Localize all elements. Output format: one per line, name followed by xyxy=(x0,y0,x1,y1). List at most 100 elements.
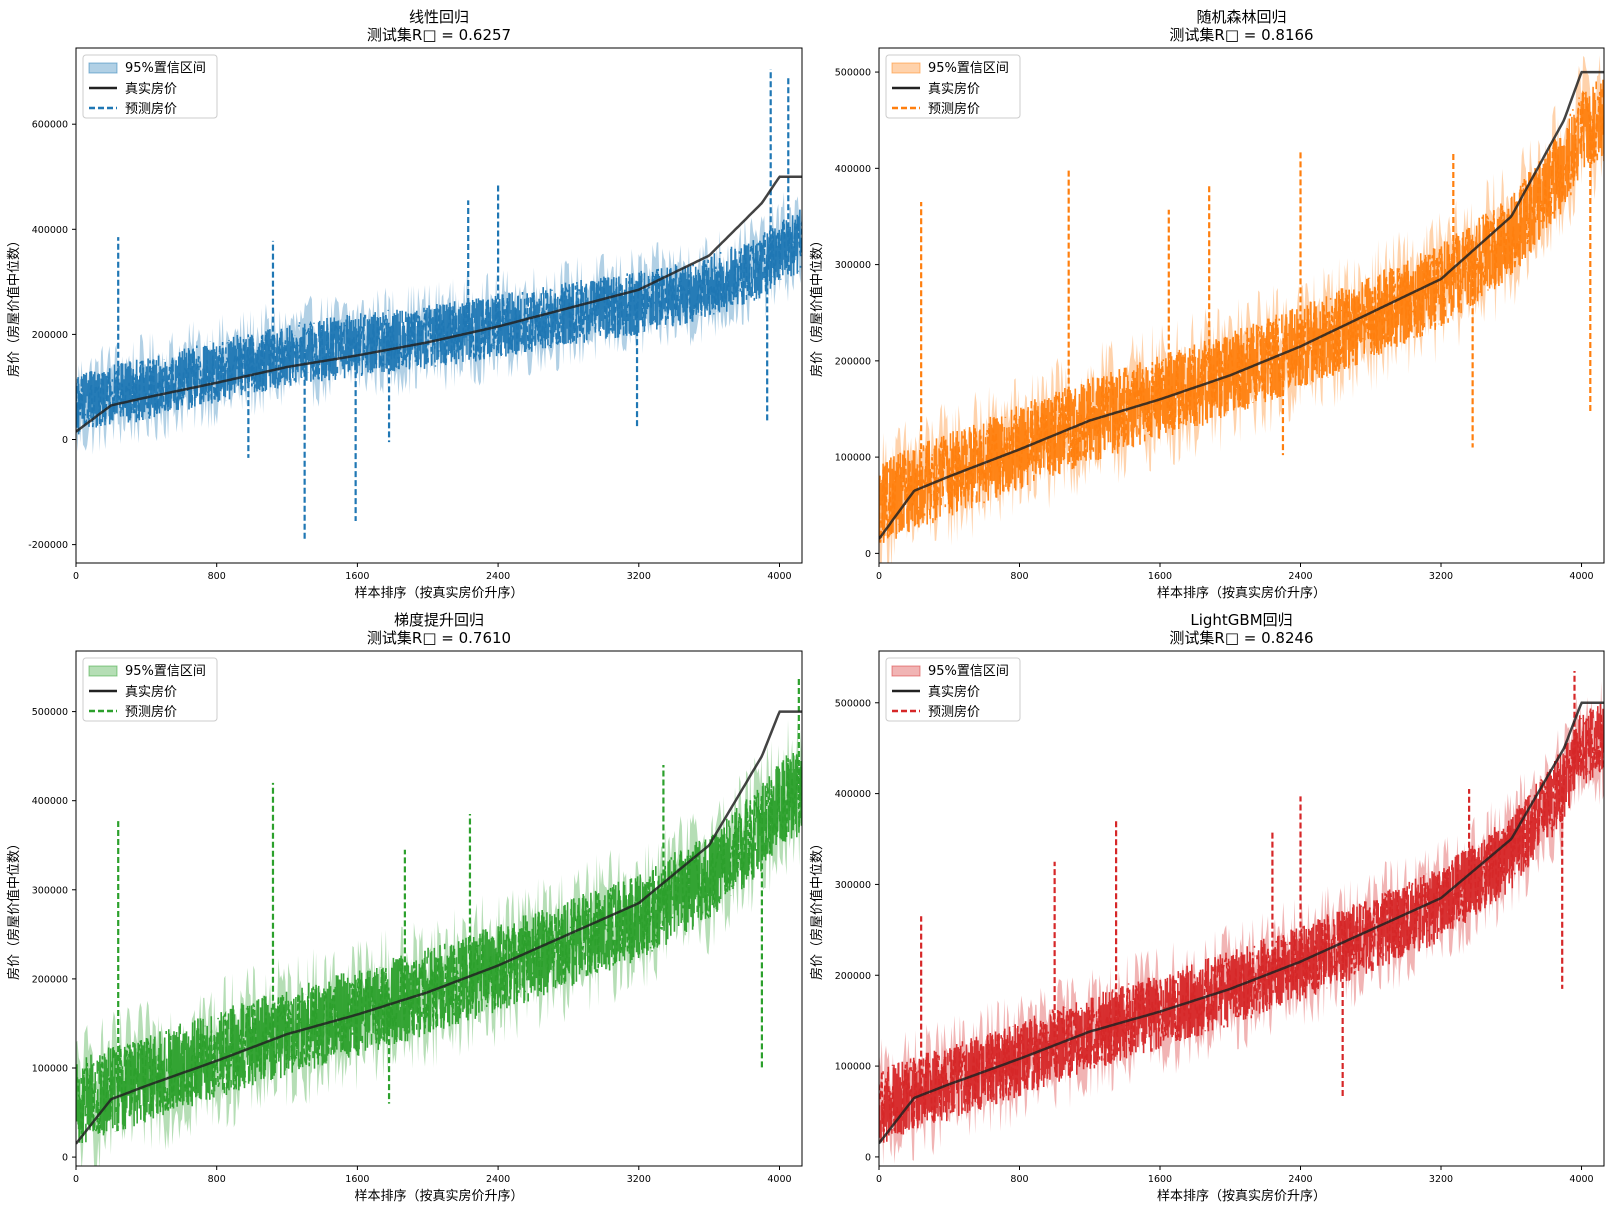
x-tick-label: 1600 xyxy=(1148,571,1172,582)
plot-area xyxy=(76,675,802,1166)
y-tick-label: 400000 xyxy=(32,796,68,807)
y-axis-label: 房价（房屋价值中位数） xyxy=(6,837,22,980)
y-tick-label: 100000 xyxy=(835,453,871,464)
y-tick-label: 100000 xyxy=(835,1062,871,1073)
y-tick-label: 200000 xyxy=(32,330,68,341)
y-tick-label: 200000 xyxy=(32,974,68,985)
x-axis-label: 样本排序（按真实房价升序） xyxy=(354,585,523,601)
x-tick-label: 1600 xyxy=(345,571,369,582)
plot-frame xyxy=(878,650,1605,1167)
x-tick-label: 2400 xyxy=(1288,571,1312,582)
legend-swatch-band xyxy=(88,62,118,74)
legend-label-band: 95%置信区间 xyxy=(928,664,1009,679)
x-tick-label: 0 xyxy=(73,571,79,582)
legend-label-predicted: 预测房价 xyxy=(125,704,177,720)
chart-subtitle: 测试集R□ = 0.8166 xyxy=(1169,26,1313,44)
legend-swatch-band xyxy=(891,62,921,74)
x-tick-label: 4000 xyxy=(767,571,791,582)
confidence-band xyxy=(879,55,1604,563)
x-axis-label: 样本排序（按真实房价升序） xyxy=(354,1188,523,1204)
y-tick-label: 300000 xyxy=(835,260,871,271)
plot-area xyxy=(76,69,802,541)
chart-panel-3: 0 800 1600 2400 3200 4000 0 100000 200000 300000 4… xyxy=(6,611,803,1204)
predicted-line xyxy=(76,219,802,428)
x-tick-label: 3200 xyxy=(627,571,651,582)
x-axis-label: 样本排序（按真实房价升序） xyxy=(1157,585,1326,601)
y-tick-label: 200000 xyxy=(835,356,871,367)
x-tick-label: 3200 xyxy=(1429,571,1453,582)
y-tick-label: 500000 xyxy=(32,707,68,718)
y-tick-label: 0 xyxy=(62,1153,68,1164)
chart-panel-2: 0 800 1600 2400 3200 4000 0 100000 200000 300000 4… xyxy=(809,8,1605,601)
x-tick-label: 3200 xyxy=(627,1174,651,1185)
chart-subtitle: 测试集R□ = 0.6257 xyxy=(367,26,511,44)
x-tick-label: 2400 xyxy=(1288,1174,1312,1185)
true-line xyxy=(76,710,802,1145)
y-tick-label: 600000 xyxy=(32,120,68,131)
x-tick-label: 0 xyxy=(876,571,882,582)
true-line xyxy=(879,701,1604,1145)
y-tick-label: 300000 xyxy=(835,880,871,891)
y-tick-label: 500000 xyxy=(835,68,871,79)
x-tick-label: 0 xyxy=(73,1174,79,1185)
legend-label-band: 95%置信区间 xyxy=(125,61,206,76)
x-tick-label: 0 xyxy=(876,1174,882,1185)
x-tick-label: 2400 xyxy=(486,571,510,582)
legend-label-true: 真实房价 xyxy=(125,81,177,97)
legend-label-predicted: 预测房价 xyxy=(125,101,177,117)
legend-label-predicted: 预测房价 xyxy=(928,704,980,720)
legend-label-band: 95%置信区间 xyxy=(928,61,1009,76)
y-tick-label: 0 xyxy=(62,435,68,446)
legend-swatch-band xyxy=(88,665,118,677)
chart-subtitle: 测试集R□ = 0.8246 xyxy=(1169,629,1313,647)
legend-label-true: 真实房价 xyxy=(125,684,177,700)
x-tick-label: 1600 xyxy=(345,1174,369,1185)
y-tick-label: 300000 xyxy=(32,885,68,896)
chart-title: 随机森林回归 xyxy=(1196,8,1286,26)
true-line xyxy=(879,70,1604,540)
legend-swatch-band xyxy=(891,665,921,677)
prediction-noise xyxy=(76,209,802,435)
chart-title: LightGBM回归 xyxy=(1190,611,1292,629)
legend-label-true: 真实房价 xyxy=(928,684,980,700)
y-axis-label: 房价（房屋价值中位数） xyxy=(6,234,22,377)
legend-label-true: 真实房价 xyxy=(928,81,980,97)
x-tick-label: 4000 xyxy=(1569,1174,1593,1185)
x-axis-label: 样本排序（按真实房价升序） xyxy=(1157,1188,1326,1204)
x-tick-label: 800 xyxy=(208,571,226,582)
plot-frame xyxy=(75,47,803,564)
plot-frame xyxy=(75,650,803,1167)
chart-subtitle: 测试集R□ = 0.7610 xyxy=(367,629,511,647)
y-tick-label: 200000 xyxy=(835,971,871,982)
chart-title: 梯度提升回归 xyxy=(394,611,484,629)
y-tick-label: 0 xyxy=(865,549,871,560)
legend-label-band: 95%置信区间 xyxy=(125,664,206,679)
x-tick-label: 4000 xyxy=(767,1174,791,1185)
y-tick-label: 100000 xyxy=(32,1063,68,1074)
x-tick-label: 3200 xyxy=(1429,1174,1453,1185)
plot-area xyxy=(879,55,1604,563)
y-tick-label: 0 xyxy=(865,1152,871,1163)
y-tick-label: -200000 xyxy=(28,540,68,551)
plot-frame xyxy=(878,47,1605,564)
y-tick-label: 400000 xyxy=(835,164,871,175)
x-tick-label: 800 xyxy=(208,1174,226,1185)
confidence-band xyxy=(76,717,802,1166)
plot-area xyxy=(879,670,1604,1165)
chart-title: 线性回归 xyxy=(409,8,469,26)
legend-label-predicted: 预测房价 xyxy=(928,101,980,117)
x-tick-label: 4000 xyxy=(1569,571,1593,582)
y-tick-label: 500000 xyxy=(835,698,871,709)
chart-panel-4: 0 800 1600 2400 3200 4000 0 100000 200000 300000 4… xyxy=(809,611,1605,1204)
true-line xyxy=(76,175,802,433)
y-axis-label: 房价（房屋价值中位数） xyxy=(809,837,825,980)
x-tick-label: 800 xyxy=(1010,571,1028,582)
x-tick-label: 1600 xyxy=(1148,1174,1172,1185)
y-tick-label: 400000 xyxy=(835,789,871,800)
x-tick-label: 2400 xyxy=(486,1174,510,1185)
